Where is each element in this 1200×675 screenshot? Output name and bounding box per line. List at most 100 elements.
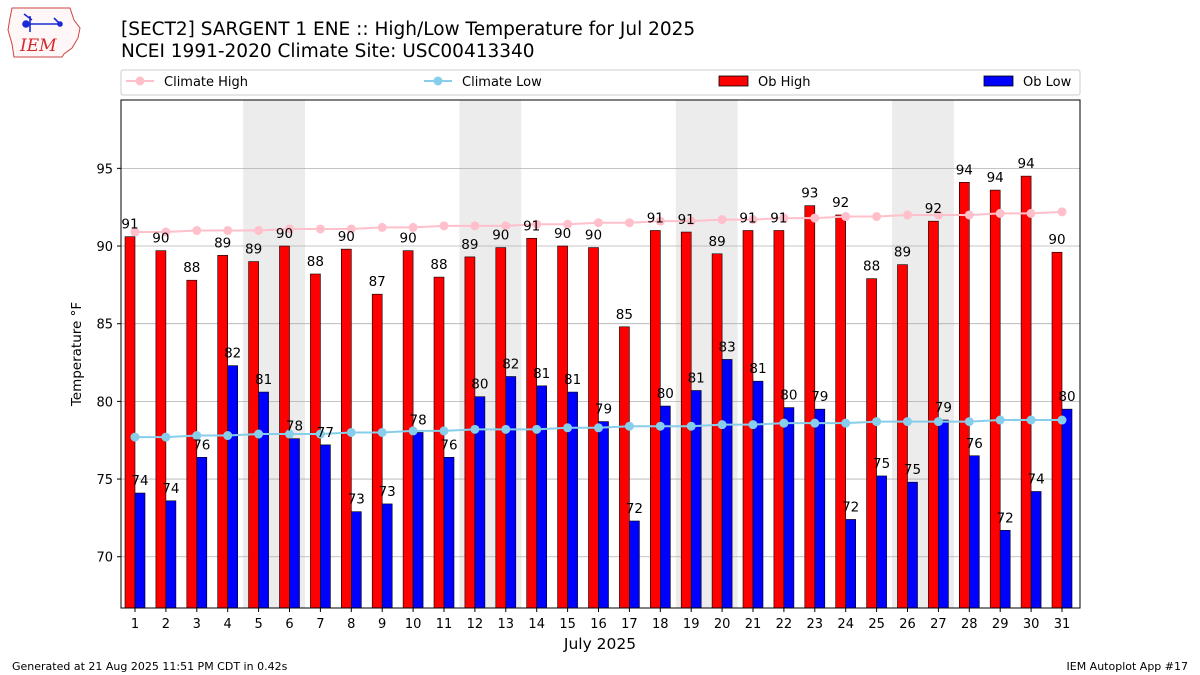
climate-low-point-day-24 (841, 418, 851, 428)
legend-ob-high-swatch (718, 75, 749, 87)
climate-low-point-day-9 (377, 427, 387, 437)
ob-high-bar-day-23 (804, 205, 816, 609)
climate-low-point-day-12 (470, 424, 480, 434)
climate-high-point-day-5 (254, 225, 264, 235)
x-tick-label-17: 17 (621, 617, 638, 632)
ob-low-bar-day-9 (381, 503, 393, 609)
ob-high-bar-day-25 (866, 278, 877, 609)
ob-low-bar-day-4 (227, 365, 238, 609)
ob-low-bar-day-28 (968, 455, 980, 609)
climate-high-point-day-9 (377, 222, 387, 232)
climate-low-point-day-13 (501, 424, 511, 434)
x-tick-label-14: 14 (528, 617, 545, 632)
y-axis-label: Temperature °F (69, 302, 85, 407)
weather-station-icon (22, 13, 63, 32)
ob-low-bar-day-22 (783, 407, 795, 609)
ob-high-bar-day-26 (897, 264, 908, 609)
x-tick-label-21: 21 (745, 617, 762, 632)
chart-title: [SECT2] SARGENT 1 ENE :: High/Low Temper… (121, 19, 695, 40)
climate-low-point-day-15 (563, 423, 573, 433)
climate-lines (130, 207, 1067, 442)
climate-high-point-day-13 (501, 221, 511, 231)
ob-low-bar-day-16 (598, 421, 609, 609)
ob-low-bar-day-25 (876, 475, 887, 609)
ob-low-value-day-18: 80 (657, 386, 674, 402)
climate-low-point-day-29 (995, 415, 1005, 425)
climate-low-point-day-2 (161, 432, 171, 442)
ob-low-value-day-28: 76 (966, 436, 983, 452)
climate-high-point-day-1 (130, 227, 140, 237)
ob-low-bar-day-5 (258, 391, 269, 609)
y-tick-label-75: 75 (96, 473, 113, 488)
climate-high-point-day-31 (1057, 207, 1067, 217)
bar-value-labels: 91 74 90 74 88 76 89 82 89 81 90 78 88 77 90 73 87 73 90 78… (121, 156, 1075, 526)
x-tick-label-1: 1 (131, 617, 139, 632)
ob-low-bar-day-14 (536, 385, 548, 609)
chart-subtitle: NCEI 1991-2020 Climate Site: USC00413340 (121, 41, 535, 62)
climate-high-point-day-2 (161, 227, 171, 237)
legend-item-ob-low: Ob Low (983, 75, 1072, 90)
y-tick-label-70: 70 (96, 551, 113, 566)
ob-low-bar-day-2 (165, 500, 177, 609)
x-tick-label-19: 19 (683, 617, 700, 632)
ob-low-value-day-15: 81 (564, 372, 581, 388)
ob-low-bar-day-13 (505, 376, 517, 609)
ob-low-bar-day-8 (350, 511, 362, 609)
climate-high-point-day-23 (810, 213, 820, 223)
x-tick-label-2: 2 (162, 617, 170, 632)
ob-low-value-day-12: 80 (471, 377, 488, 393)
ob-low-value-day-3: 76 (193, 437, 210, 453)
climate-low-point-day-31 (1057, 415, 1067, 425)
ob-low-value-day-27: 79 (935, 400, 952, 416)
climate-high-point-day-11 (439, 221, 449, 231)
x-tick-label-26: 26 (899, 617, 916, 632)
ob-low-value-day-30: 74 (1028, 471, 1045, 487)
bars (124, 175, 1073, 609)
ob-high-value-day-26: 89 (894, 245, 911, 261)
legend-item-climate-high: Climate High (126, 75, 248, 90)
climate-low-point-day-26 (903, 417, 912, 427)
y-tick-label-90: 90 (96, 240, 113, 255)
ob-high-value-day-3: 88 (183, 260, 200, 276)
ob-high-value-day-5: 89 (245, 242, 262, 258)
x-tick-label-9: 9 (378, 617, 386, 632)
x-tick-label-28: 28 (961, 617, 978, 632)
climate-low-point-day-16 (594, 423, 603, 433)
ob-low-bar-day-27 (938, 419, 949, 609)
climate-high-point-day-15 (563, 219, 573, 229)
footer-generated: Generated at 21 Aug 2025 11:51 PM CDT in… (12, 660, 288, 673)
ob-low-bar-day-11 (443, 457, 455, 609)
ob-high-value-day-12: 89 (461, 237, 478, 253)
ob-high-bar-day-2 (155, 250, 167, 609)
ob-high-value-day-27: 92 (925, 201, 942, 217)
ob-high-value-day-23: 93 (801, 186, 818, 202)
ob-low-value-day-7: 77 (317, 425, 334, 441)
climate-low-point-day-28 (964, 417, 974, 427)
climate-low-point-day-25 (872, 417, 882, 427)
ob-low-value-day-5: 81 (255, 372, 272, 388)
climate-high-point-day-24 (841, 212, 851, 222)
legend-climate-high-marker (135, 76, 145, 86)
ob-low-value-day-11: 76 (440, 437, 457, 453)
ob-low-bar-day-24 (845, 519, 857, 609)
legend-climate-high-label: Climate High (164, 75, 248, 90)
x-tick-label-8: 8 (347, 617, 355, 632)
climate-low-point-day-8 (346, 427, 356, 437)
ob-low-value-day-21: 81 (749, 361, 766, 377)
ob-high-value-day-9: 87 (369, 274, 386, 290)
x-tick-label-11: 11 (436, 617, 453, 632)
ob-high-value-day-16: 90 (585, 228, 602, 244)
ob-high-value-day-21: 91 (739, 210, 756, 226)
ob-high-value-day-17: 85 (616, 307, 633, 323)
climate-low-point-day-10 (408, 426, 418, 436)
climate-low-point-day-20 (717, 420, 727, 430)
x-axis-label: July 2025 (563, 635, 636, 653)
climate-low-point-day-6 (285, 429, 294, 439)
climate-high-point-day-8 (346, 224, 356, 234)
legend-climate-low-marker (433, 76, 443, 86)
climate-low-point-day-1 (130, 432, 140, 442)
ob-high-value-day-4: 89 (214, 235, 231, 251)
climate-high-point-day-6 (285, 224, 294, 234)
ob-high-value-day-19: 91 (678, 212, 695, 228)
